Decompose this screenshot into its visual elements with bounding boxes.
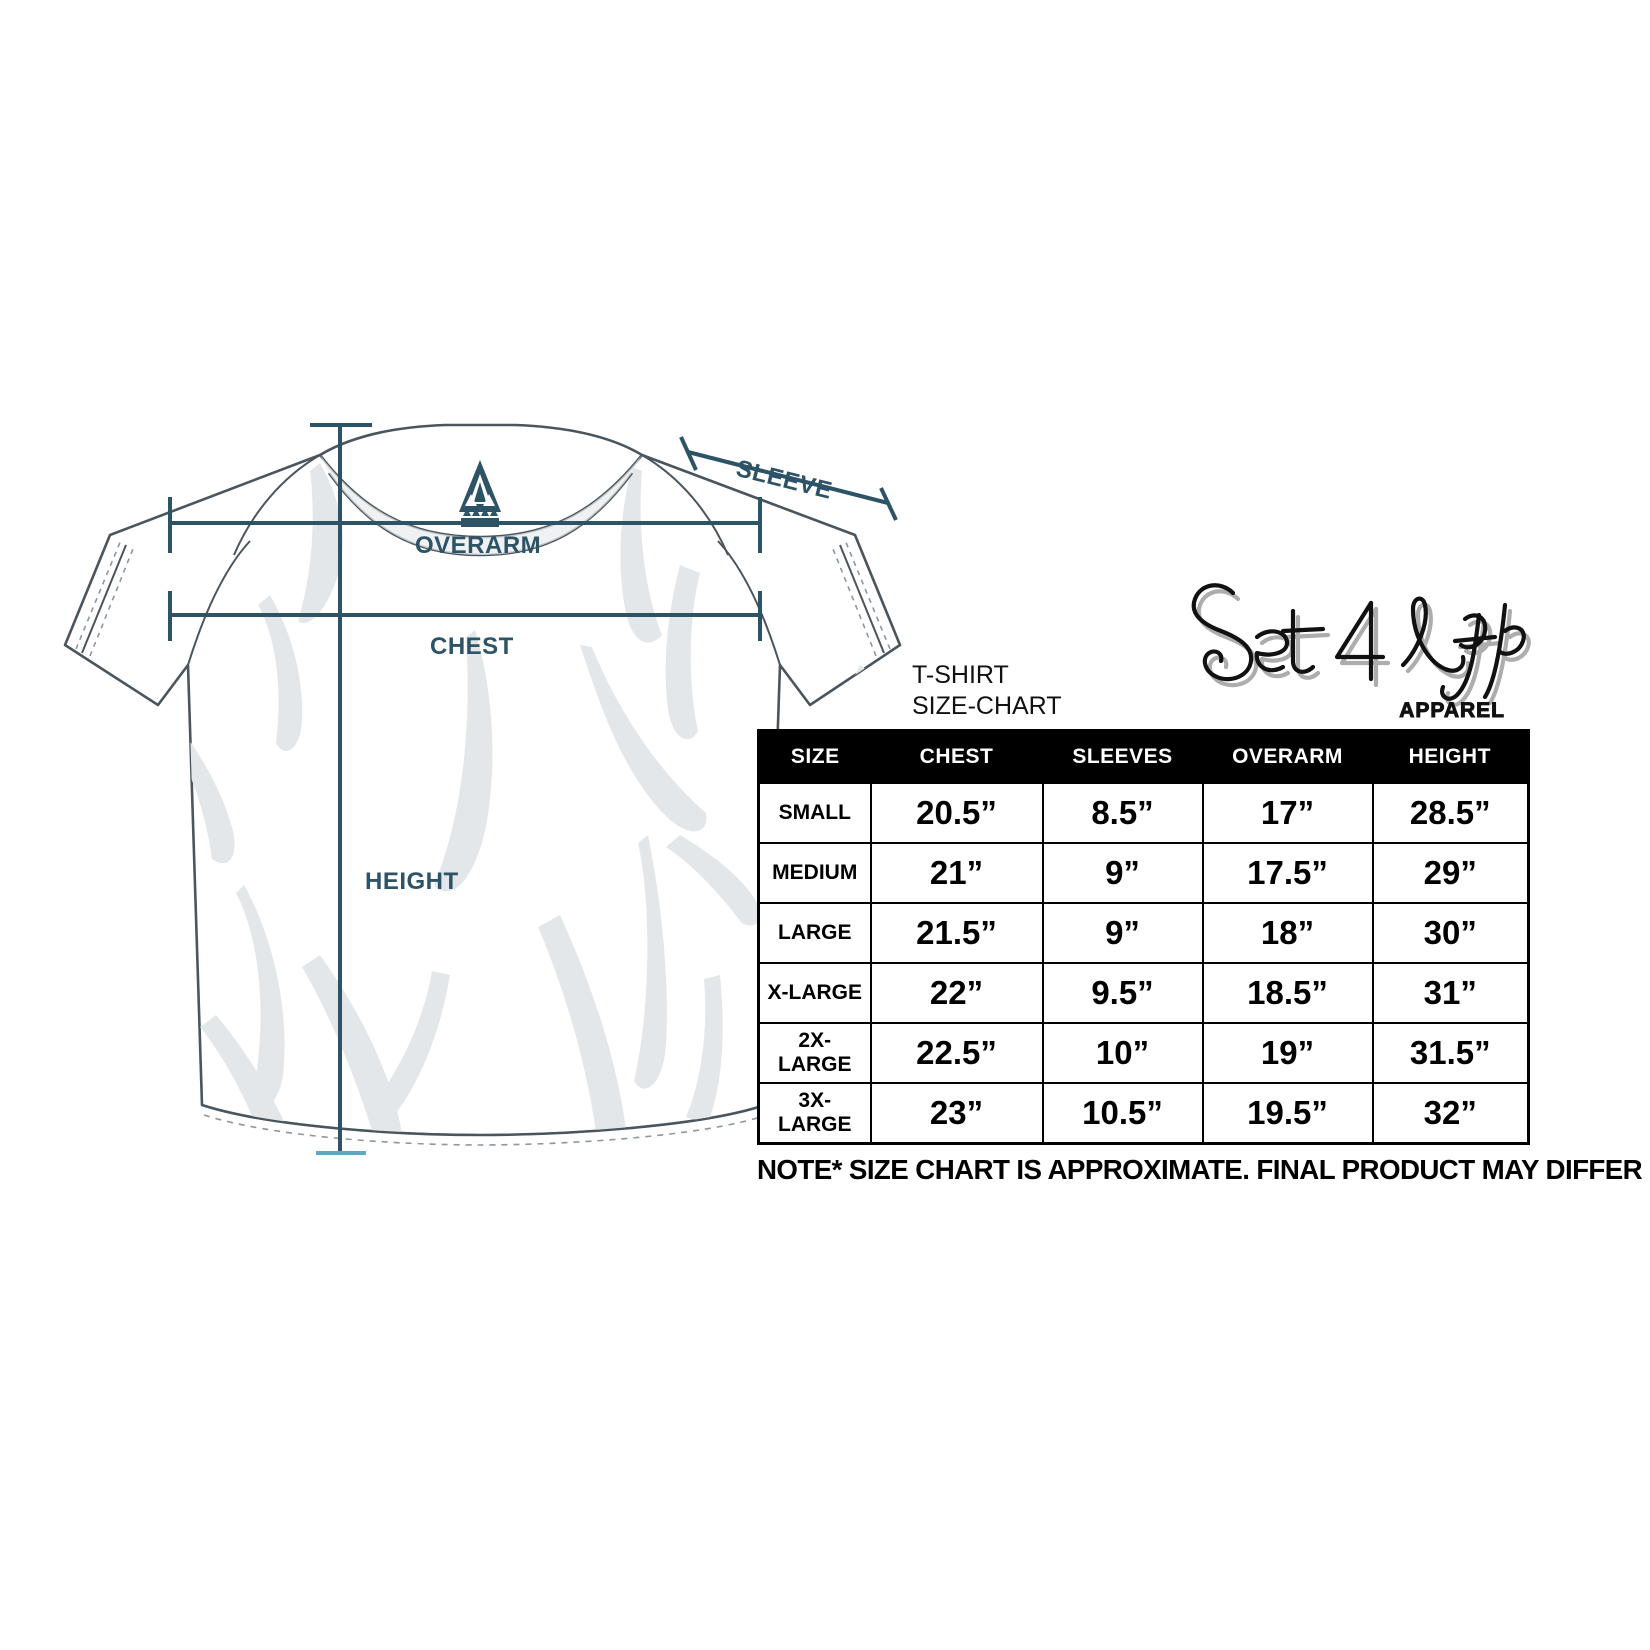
hem-stitching: [203, 1114, 768, 1146]
cell-height: 31.5”: [1371, 1022, 1530, 1084]
shoulder-seams: [187, 454, 781, 666]
cell-overarm: 19.5”: [1201, 1082, 1374, 1145]
brand-subtext: APPAREL: [1399, 699, 1505, 723]
label-chest: CHEST: [430, 633, 514, 660]
svg-text:APPAREL: APPAREL: [1399, 699, 1505, 722]
collar-band: [320, 455, 642, 555]
cell-chest: 21.5”: [869, 902, 1044, 964]
table-header-row: SIZE CHEST SLEEVES OVERARM HEIGHT: [758, 730, 1529, 783]
sleeve-line: [687, 450, 889, 505]
cell-sleeves: 9”: [1041, 902, 1204, 964]
cell-size: 2X-LARGE: [757, 1022, 872, 1084]
table-row: 3X-LARGE 23” 10.5” 19.5” 32”: [757, 1082, 1530, 1145]
sleeve-hems: [64, 534, 901, 706]
cell-chest: 20.5”: [869, 782, 1044, 844]
cell-overarm: 18”: [1201, 902, 1374, 964]
tshirt-diagram: SET4LYFE: [20, 415, 940, 1175]
cell-overarm: 19”: [1201, 1022, 1374, 1084]
brand-script-wordmark: [1191, 583, 1531, 707]
cell-sleeves: 10”: [1041, 1022, 1204, 1084]
chart-title: T-SHIRT SIZE-CHART: [912, 660, 1527, 721]
cell-size: 3X-LARGE: [757, 1082, 872, 1145]
cell-sleeves: 9”: [1041, 842, 1204, 904]
cell-height: 30”: [1371, 902, 1530, 964]
cell-sleeves: 10.5”: [1041, 1082, 1204, 1145]
cell-chest: 22.5”: [869, 1022, 1044, 1084]
label-height: HEIGHT: [365, 868, 459, 895]
size-chart-table: SIZE CHEST SLEEVES OVERARM HEIGHT SMALL …: [757, 729, 1530, 1145]
bottom-hem: [201, 1104, 766, 1137]
table-row: SMALL 20.5” 8.5” 17” 28.5”: [757, 782, 1530, 844]
cell-size: LARGE: [757, 902, 872, 964]
chart-disclaimer-note: NOTE* SIZE CHART IS APPROXIMATE. FINAL P…: [757, 1154, 1650, 1185]
measurement-lines: [168, 423, 898, 1155]
col-header-chest: CHEST: [870, 730, 1043, 783]
table-row: MEDIUM 21” 9” 17.5” 29”: [757, 842, 1530, 904]
cell-height: 31”: [1371, 962, 1530, 1024]
cell-chest: 22”: [869, 962, 1044, 1024]
cell-chest: 21”: [869, 842, 1044, 904]
cell-overarm: 17.5”: [1201, 842, 1374, 904]
cell-overarm: 18.5”: [1201, 962, 1374, 1024]
cell-size: SMALL: [757, 782, 872, 844]
cell-size: MEDIUM: [757, 842, 872, 904]
col-header-sleeves: SLEEVES: [1042, 730, 1203, 783]
label-overarm: OVERARM: [415, 532, 542, 559]
cell-height: 28.5”: [1371, 782, 1530, 844]
cell-size: X-LARGE: [757, 962, 872, 1024]
table-row: X-LARGE 22” 9.5” 18.5” 31”: [757, 962, 1530, 1024]
col-header-size: SIZE: [758, 730, 871, 783]
col-header-overarm: OVERARM: [1202, 730, 1373, 783]
cell-height: 32”: [1371, 1082, 1530, 1145]
cell-overarm: 17”: [1201, 782, 1374, 844]
chart-title-line1: T-SHIRT: [912, 661, 1009, 689]
chart-title-line2: SIZE-CHART: [912, 691, 1062, 720]
brand-logo: APPAREL: [1165, 545, 1545, 730]
cell-sleeves: 8.5”: [1041, 782, 1204, 844]
cell-sleeves: 9.5”: [1041, 962, 1204, 1024]
col-header-height: HEIGHT: [1372, 730, 1529, 783]
table-row: 2X-LARGE 22.5” 10” 19” 31.5”: [757, 1022, 1530, 1084]
size-chart-block: T-SHIRT SIZE-CHART SIZE CHEST SLEEVES OV…: [757, 660, 1650, 1186]
cell-height: 29”: [1371, 842, 1530, 904]
cell-chest: 23”: [869, 1082, 1044, 1145]
table-row: LARGE 21.5” 9” 18” 30”: [757, 902, 1530, 964]
